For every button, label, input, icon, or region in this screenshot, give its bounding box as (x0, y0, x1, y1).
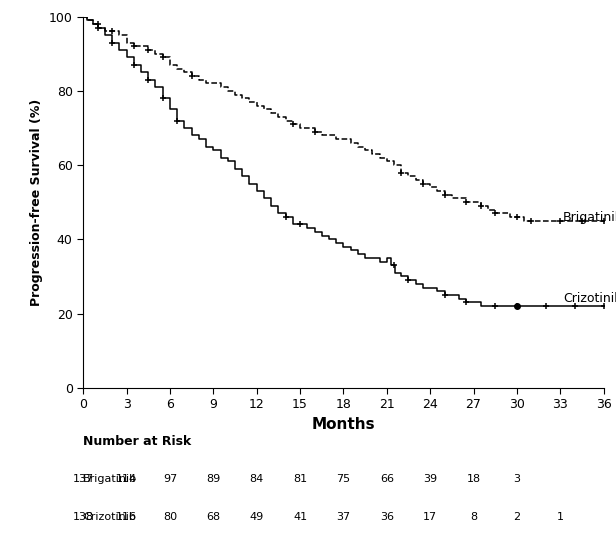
Text: 75: 75 (336, 474, 351, 484)
Text: 137: 137 (73, 474, 94, 484)
Text: Brigatinib: Brigatinib (563, 211, 616, 224)
Text: 97: 97 (163, 474, 177, 484)
Text: 39: 39 (423, 474, 437, 484)
Text: 8: 8 (470, 512, 477, 522)
Text: Crizotinib: Crizotinib (563, 292, 616, 305)
Text: 49: 49 (249, 512, 264, 522)
Text: 41: 41 (293, 512, 307, 522)
X-axis label: Months: Months (312, 417, 375, 432)
Text: 1: 1 (557, 512, 564, 522)
Text: 81: 81 (293, 474, 307, 484)
Y-axis label: Progression-free Survival (%): Progression-free Survival (%) (30, 99, 43, 306)
Text: 114: 114 (116, 474, 137, 484)
Text: 84: 84 (249, 474, 264, 484)
Text: 37: 37 (336, 512, 351, 522)
Text: 18: 18 (466, 474, 480, 484)
Text: 36: 36 (380, 512, 394, 522)
Text: 68: 68 (206, 512, 221, 522)
Text: Crizotinib: Crizotinib (83, 512, 136, 522)
Text: 17: 17 (423, 512, 437, 522)
Text: 80: 80 (163, 512, 177, 522)
Text: Brigatinib: Brigatinib (83, 474, 137, 484)
Text: 138: 138 (73, 512, 94, 522)
Text: 3: 3 (513, 474, 521, 484)
Text: 2: 2 (513, 512, 521, 522)
Text: Number at Risk: Number at Risk (83, 435, 192, 448)
Text: 89: 89 (206, 474, 221, 484)
Text: 116: 116 (116, 512, 137, 522)
Text: 66: 66 (380, 474, 394, 484)
